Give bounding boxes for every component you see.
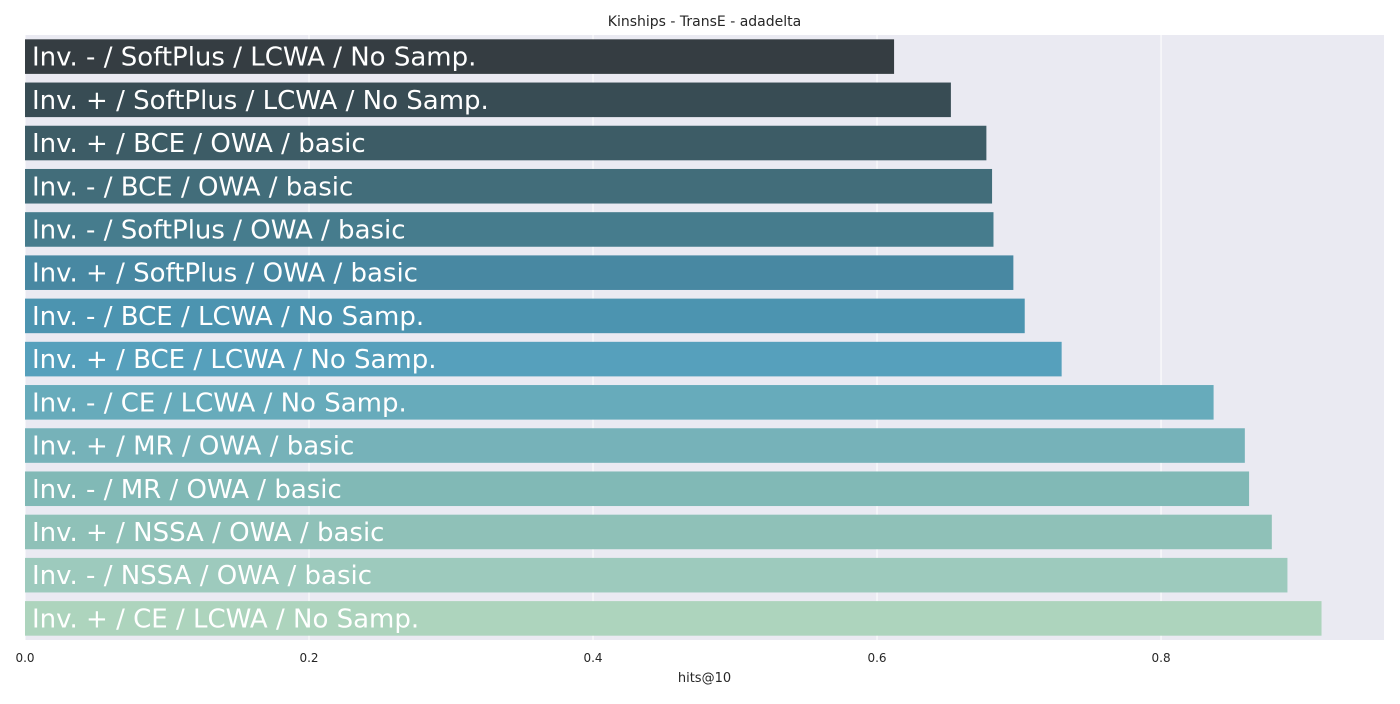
bar — [25, 125, 987, 161]
bar — [25, 471, 1250, 507]
x-tick-label: 0.4 — [583, 651, 602, 665]
bar — [25, 341, 1062, 377]
x-axis-title: hits@10 — [678, 671, 731, 686]
bar-label: Inv. - / CE / LCWA / No Samp. — [32, 388, 407, 418]
bar — [25, 557, 1288, 593]
bar-labels: Inv. - / SoftPlus / LCWA / No Samp. Inv. … — [32, 43, 489, 635]
x-tick-label: 0.2 — [299, 651, 318, 665]
bar — [25, 82, 951, 118]
bar — [25, 168, 993, 204]
x-tick-label: 0.6 — [867, 651, 886, 665]
bar-label: Inv. + / MR / OWA / basic — [32, 432, 354, 462]
bar — [25, 601, 1322, 636]
x-tick-label: 0.8 — [1152, 651, 1171, 665]
bars — [25, 39, 1322, 636]
x-tick-label: 0.0 — [15, 651, 34, 665]
bar-label: Inv. - / SoftPlus / OWA / basic — [32, 215, 406, 245]
bar-label: Inv. - / NSSA / OWA / basic — [32, 561, 372, 591]
bar — [25, 428, 1245, 463]
bar-label: Inv. - / BCE / OWA / basic — [32, 172, 353, 202]
bar-label: Inv. + / SoftPlus / OWA / basic — [32, 259, 418, 289]
bar-label: Inv. + / CE / LCWA / No Samp. — [32, 604, 419, 634]
bar-label: Inv. - / SoftPlus / LCWA / No Samp. — [32, 43, 476, 73]
bar-label: Inv. + / NSSA / OWA / basic — [32, 518, 384, 548]
bar-label: Inv. + / BCE / LCWA / No Samp. — [32, 345, 437, 375]
bar — [25, 514, 1272, 550]
bar-label: Inv. + / SoftPlus / LCWA / No Samp. — [32, 86, 489, 116]
bar — [25, 298, 1025, 334]
bar — [25, 212, 994, 247]
bar — [25, 385, 1214, 420]
x-axis-ticks: 0.0 0.2 0.4 0.6 0.8 — [15, 651, 1170, 665]
bar — [25, 39, 895, 74]
bar-label: Inv. + / BCE / OWA / basic — [32, 129, 366, 159]
bar-label: Inv. - / BCE / LCWA / No Samp. — [32, 302, 424, 332]
bar-label: Inv. - / MR / OWA / basic — [32, 475, 342, 505]
chart-title: Kinships - TransE - adadelta — [608, 14, 801, 30]
bar — [25, 255, 1014, 290]
